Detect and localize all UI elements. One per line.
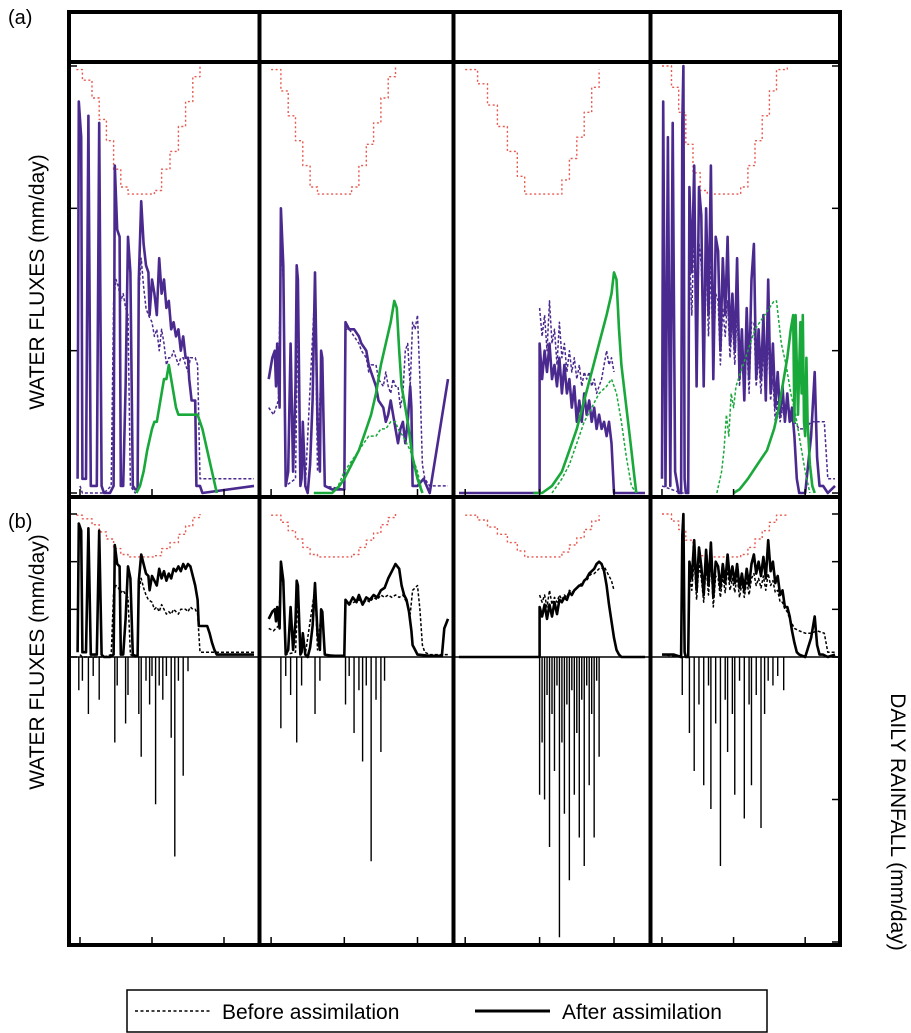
plot-area xyxy=(69,64,840,938)
series-etr-after-line xyxy=(76,522,254,659)
series-tr-after-line xyxy=(732,313,816,495)
panel-label-b: (b) xyxy=(8,511,32,533)
legend-box xyxy=(126,989,768,1033)
legend-after-label: After assimilation xyxy=(562,1001,722,1024)
series-etr-before-line xyxy=(79,577,254,658)
series-e-before-line xyxy=(661,221,835,494)
series-pet-line xyxy=(662,65,788,195)
facet-a-2000 xyxy=(660,64,836,495)
series-e-before-line xyxy=(79,257,254,494)
series-pet-line xyxy=(271,66,397,195)
facet-a-1993 xyxy=(267,66,450,495)
facet-b-2000 xyxy=(661,512,836,659)
series-e-after-line xyxy=(267,207,450,495)
series-tr-after-line xyxy=(135,363,219,494)
series-etr-before-line xyxy=(661,558,835,658)
y2-axis-label-b: DAILY RAINFALL (mm/day) xyxy=(886,693,909,951)
series-pet-line xyxy=(465,68,600,195)
series-tr-before-line xyxy=(331,421,424,494)
panel-frames xyxy=(67,10,842,947)
series-tr-after-line xyxy=(533,271,638,495)
series-e-after-line xyxy=(76,100,255,495)
y-axis-label-b: WATER FLUXES (mm/day) xyxy=(26,534,49,790)
facet-b-1993 xyxy=(267,514,450,659)
series-etr-before-line xyxy=(268,572,448,657)
series-etr-before-line xyxy=(538,565,615,608)
legend: Before assimilation After assimilation xyxy=(126,989,768,1033)
series-tr-before-line xyxy=(716,300,811,494)
y-axis-label-a: WATER FLUXES (mm/day) xyxy=(26,154,49,410)
series-e-after-line xyxy=(660,64,836,495)
series-pet-line xyxy=(465,514,600,558)
axis-ticks xyxy=(69,65,840,945)
legend-before-label: Before assimilation xyxy=(222,1001,399,1024)
series-pet-line xyxy=(76,66,201,195)
series-pet-line xyxy=(271,514,397,558)
facet-b-1992 xyxy=(76,514,254,659)
facet-a-1999 xyxy=(459,68,645,495)
series-tr-after-line xyxy=(313,299,424,495)
series-etr-after-line xyxy=(662,512,836,659)
series-e-before-line xyxy=(268,243,448,491)
facet-b-1999 xyxy=(459,514,645,659)
series-e-before-line xyxy=(538,300,615,395)
series-pet-line xyxy=(76,514,201,558)
series-etr-after-line xyxy=(459,560,645,659)
series-tr-before-line xyxy=(551,378,637,494)
panel-label-a: (a) xyxy=(8,7,32,29)
series-e-after-line xyxy=(459,342,645,495)
facet-a-1992 xyxy=(76,66,255,495)
